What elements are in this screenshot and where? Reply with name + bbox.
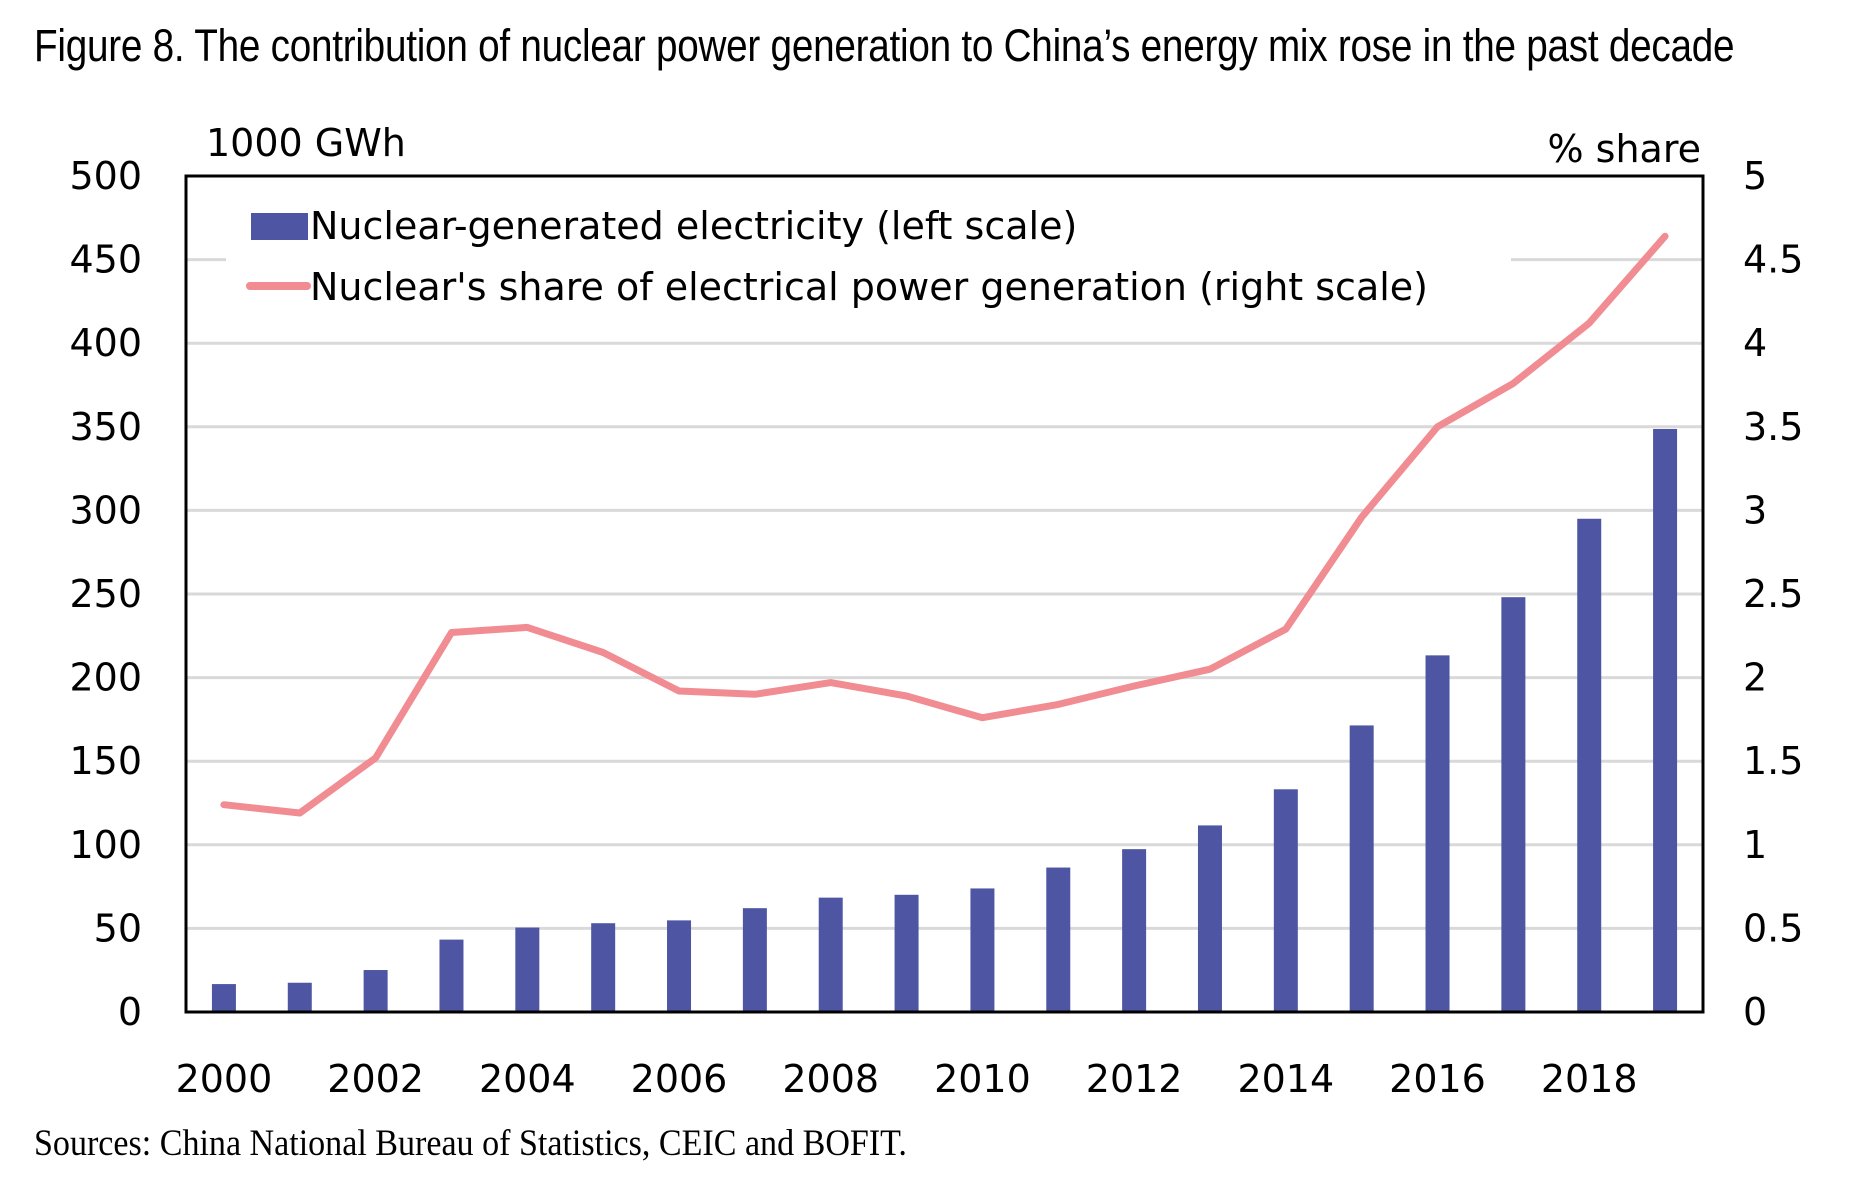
right-axis-tick-label: 3 (1743, 488, 1767, 532)
legend-bar-label: Nuclear-generated electricity (left scal… (310, 204, 1077, 248)
bar-2008 (818, 897, 843, 1012)
right-axis-tick-label: 2.5 (1743, 572, 1803, 616)
figure-title: Figure 8. The contribution of nuclear po… (34, 20, 1735, 71)
x-axis-tick-label: 2018 (1541, 1057, 1638, 1101)
left-axis-tick-label: 350 (69, 405, 142, 449)
right-axis-tick-label: 0.5 (1743, 906, 1803, 950)
left-axis-tick-label: 50 (94, 906, 142, 950)
x-axis-tick-label: 2004 (479, 1057, 576, 1101)
bar-2007 (742, 908, 767, 1012)
right-axis-tick-label: 0 (1743, 990, 1767, 1034)
bar-2006 (667, 920, 692, 1012)
bar-2005 (591, 923, 616, 1012)
right-axis-tick-label: 4.5 (1743, 238, 1803, 282)
legend: Nuclear-generated electricity (left scal… (226, 196, 1511, 316)
bar-2011 (1046, 867, 1071, 1012)
bar-2016 (1425, 655, 1450, 1012)
right-axis-tick-label: 5 (1743, 154, 1767, 198)
bar-2003 (439, 939, 464, 1012)
gridlines (186, 258, 1703, 930)
right-axis-tick-label: 3.5 (1743, 405, 1803, 449)
x-axis-tick-label: 2014 (1237, 1057, 1334, 1101)
left-axis-tick-label: 0 (118, 990, 142, 1034)
bar-2002 (363, 970, 388, 1012)
x-axis-tick-label: 2008 (782, 1057, 879, 1101)
x-axis-ticks: 2000 2002 2004 2006 2008 2010 2012 2014 2016 2018 (176, 1057, 1638, 1101)
bar-2004 (515, 927, 540, 1012)
left-axis-tick-label: 100 (69, 823, 142, 867)
right-axis-tick-label: 1 (1743, 823, 1767, 867)
bar-2001 (287, 982, 312, 1012)
share-line (220, 232, 1669, 817)
bar-2000 (211, 984, 236, 1012)
x-axis-tick-label: 2000 (176, 1057, 273, 1101)
bar-2019 (1653, 428, 1678, 1012)
legend-line-label: Nuclear's share of electrical power gene… (310, 265, 1428, 309)
line-series (220, 232, 1669, 817)
right-axis-unit-label: % share (1547, 127, 1701, 171)
bar-2012 (1122, 849, 1147, 1012)
source-note: Sources: China National Bureau of Statis… (34, 1123, 907, 1164)
left-axis-tick-label: 500 (69, 154, 142, 198)
x-axis-tick-label: 2010 (934, 1057, 1031, 1101)
x-axis-tick-label: 2002 (327, 1057, 424, 1101)
legend-bar-swatch (251, 213, 308, 240)
right-axis-tick-label: 2 (1743, 656, 1767, 700)
left-axis-unit-label: 1000 GWh (206, 121, 406, 165)
left-axis-ticks: 0 50 100 150 200 250 300 350 400 450 500 (69, 154, 142, 1034)
bar-2017 (1501, 597, 1526, 1012)
left-axis-tick-label: 300 (69, 488, 142, 532)
left-axis-tick-label: 200 (69, 656, 142, 700)
x-axis-tick-label: 2016 (1389, 1057, 1486, 1101)
plot-frame (184, 174, 1705, 1014)
x-axis-tick-label: 2012 (1086, 1057, 1183, 1101)
bar-2009 (894, 894, 919, 1012)
bar-series (211, 428, 1678, 1012)
right-axis-tick-label: 1.5 (1743, 739, 1803, 783)
left-axis-tick-label: 150 (69, 739, 142, 783)
bar-2013 (1197, 825, 1222, 1012)
x-axis-tick-label: 2006 (631, 1057, 728, 1101)
left-axis-tick-label: 450 (69, 238, 142, 282)
left-axis-tick-label: 250 (69, 572, 142, 616)
bar-2015 (1349, 725, 1374, 1012)
bar-2014 (1273, 789, 1298, 1012)
bar-2018 (1577, 518, 1602, 1012)
left-axis-tick-label: 400 (69, 321, 142, 365)
bar-2010 (970, 888, 995, 1012)
legend-background (226, 196, 1511, 316)
right-axis-tick-label: 4 (1743, 321, 1767, 365)
right-axis-ticks: 0 0.5 1 1.5 2 2.5 3 3.5 4 4.5 5 (1743, 154, 1803, 1034)
